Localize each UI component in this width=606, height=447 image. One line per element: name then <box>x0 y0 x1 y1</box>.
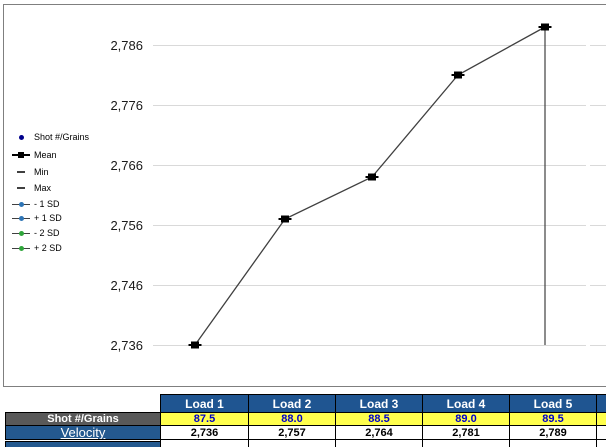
legend-label: + 2 SD <box>34 243 62 253</box>
legend-item-min[interactable]: Min <box>11 166 49 178</box>
grains-cell-load-5[interactable]: 89.5 <box>509 412 597 426</box>
row-label-shot-grains[interactable]: Shot #/Grains <box>5 412 161 426</box>
legend-label: - 1 SD <box>34 199 60 209</box>
legend-item-shot-grains[interactable]: Shot #/Grains <box>11 131 89 143</box>
col-header-load-3[interactable]: Load 3 <box>335 394 423 413</box>
partial-row-cell[interactable] <box>160 439 249 447</box>
legend-item-1-sd[interactable]: - 1 SD <box>11 198 60 210</box>
dot-line-marker-icon <box>11 212 31 224</box>
legend-item-max[interactable]: Max <box>11 182 51 194</box>
legend-item-mean[interactable]: Mean <box>11 149 57 161</box>
partial-row-cell[interactable] <box>335 439 423 447</box>
square-line-marker-icon <box>11 149 31 161</box>
dot-line-marker-icon <box>11 198 31 210</box>
dot-line-marker-icon <box>11 227 31 239</box>
y-tick-label: 2,746 <box>110 278 143 293</box>
y-tick-label: 2,786 <box>110 38 143 53</box>
row-label-velocity[interactable]: Velocity <box>5 425 161 440</box>
legend-label: + 1 SD <box>34 213 62 223</box>
y-tick-label: 2,766 <box>110 158 143 173</box>
partial-row-cell[interactable] <box>248 439 336 447</box>
grains-cell-load-3[interactable]: 88.5 <box>335 412 423 426</box>
y-tick-label: 2,756 <box>110 218 143 233</box>
partial-row-cell[interactable] <box>509 439 597 447</box>
col-header-load-1[interactable]: Load 1 <box>160 394 249 413</box>
grains-cell-load-2[interactable]: 88.0 <box>248 412 336 426</box>
gridline-2736 <box>153 345 606 346</box>
y-tick-label: 2,736 <box>110 338 143 353</box>
gridline-2776 <box>153 105 606 106</box>
velocity-cell-load-3[interactable]: 2,764 <box>335 425 423 440</box>
legend-item-2-sd[interactable]: - 2 SD <box>11 227 60 239</box>
y-tick-label: 2,776 <box>110 98 143 113</box>
velocity-chart-frame[interactable] <box>3 4 606 387</box>
legend-label: Min <box>34 167 49 177</box>
velocity-cell-load-1[interactable]: 2,736 <box>160 425 249 440</box>
legend-item-2-sd[interactable]: + 2 SD <box>11 242 62 254</box>
velocity-cell-partial[interactable] <box>596 425 606 440</box>
legend-label: Shot #/Grains <box>34 132 90 142</box>
velocity-cell-load-4[interactable]: 2,781 <box>422 425 510 440</box>
row-label-partial[interactable] <box>5 441 161 447</box>
dash-marker-icon <box>11 182 31 194</box>
grains-cell-load-1[interactable]: 87.5 <box>160 412 249 426</box>
col-header-load-5[interactable]: Load 5 <box>509 394 597 413</box>
grains-cell-load-4[interactable]: 89.0 <box>422 412 510 426</box>
legend-item-1-sd[interactable]: + 1 SD <box>11 212 62 224</box>
legend-label: - 2 SD <box>34 228 60 238</box>
col-header-partial[interactable] <box>596 394 606 413</box>
gridline-2766 <box>153 165 606 166</box>
gridline-2786 <box>153 45 606 46</box>
plot-area-right-gap <box>586 20 590 360</box>
velocity-cell-load-2[interactable]: 2,757 <box>248 425 336 440</box>
legend-label: Max <box>34 183 52 193</box>
gridline-2746 <box>153 285 606 286</box>
grains-cell-partial[interactable] <box>596 412 606 426</box>
dot-line-marker-icon <box>11 242 31 254</box>
col-header-load-2[interactable]: Load 2 <box>248 394 336 413</box>
col-header-load-4[interactable]: Load 4 <box>422 394 510 413</box>
velocity-cell-load-5[interactable]: 2,789 <box>509 425 597 440</box>
dot-marker-icon <box>11 131 31 143</box>
dash-marker-icon <box>11 166 31 178</box>
partial-row-cell[interactable] <box>422 439 510 447</box>
legend-label: Mean <box>34 150 57 160</box>
partial-row-cell[interactable] <box>596 439 606 447</box>
gridline-2756 <box>153 225 606 226</box>
